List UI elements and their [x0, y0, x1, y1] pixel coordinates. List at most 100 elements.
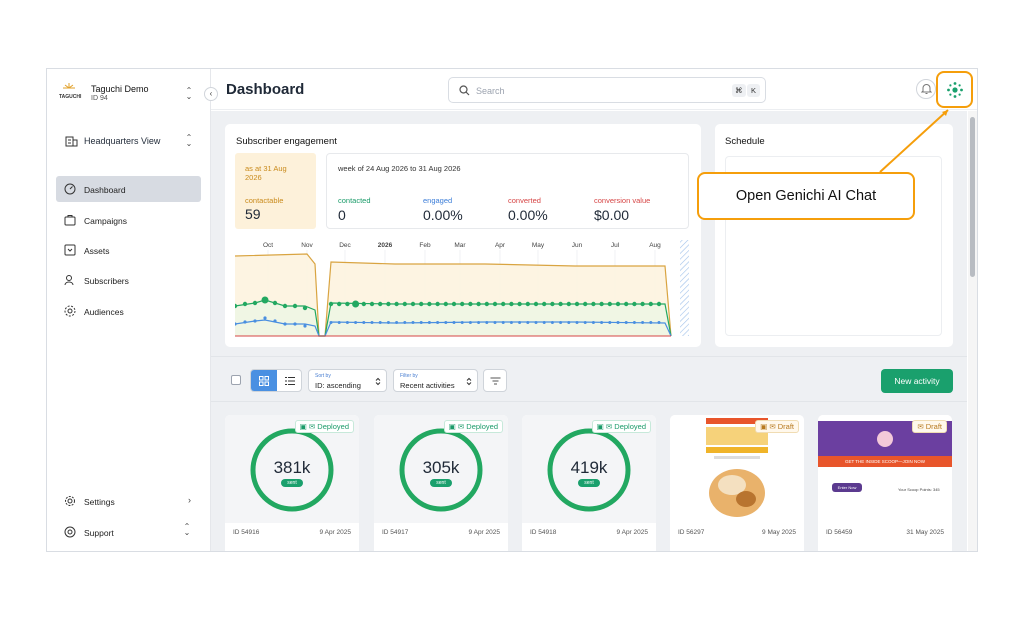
email-preview-image — [818, 421, 952, 492]
status-badge: ▣ ✉ Draft — [755, 420, 799, 433]
gear-icon — [65, 496, 75, 506]
activity-card[interactable]: 305k sent ▣ ✉ Deployed ID 54917 9 Apr 20… — [374, 415, 508, 551]
genichi-ai-chat-button[interactable] — [936, 71, 973, 108]
engaged-point — [243, 320, 247, 324]
week-range: week of 24 Aug 2026 to 31 Aug 2026 — [338, 164, 461, 173]
activity-id: ID 54918 — [530, 529, 557, 536]
engaged-point — [303, 324, 307, 328]
contacted-point — [599, 301, 604, 307]
activity-date: 9 Apr 2025 — [319, 529, 351, 536]
engaged-point — [616, 321, 620, 324]
engaged-point — [518, 321, 522, 324]
activity-card[interactable]: 381k sent ▣ ✉ Deployed ID 54916 9 Apr 20… — [225, 415, 359, 551]
activities-toolbar: Sort by ID: ascending Filter by Recent a… — [211, 356, 967, 402]
contacted-point — [484, 301, 489, 307]
chevron-updown-icon — [466, 377, 472, 386]
activity-card[interactable]: 419k sent ▣ ✉ Deployed ID 54918 9 Apr 20… — [522, 415, 656, 551]
engaged-point — [354, 321, 358, 324]
page-title: Dashboard — [226, 81, 305, 98]
list-view-button[interactable] — [277, 370, 301, 391]
contacted-point — [550, 301, 555, 307]
grid-view-button[interactable] — [251, 370, 277, 391]
activity-card[interactable]: GET THE INSIDE SCOOP—JOIN NOW Enter Now … — [818, 415, 952, 551]
status-badge: ✉ Draft — [912, 420, 947, 433]
engaged-point — [329, 321, 333, 324]
sidebar-item-settings[interactable]: Settings › — [56, 488, 201, 514]
filter-lines-icon — [490, 377, 501, 385]
engaged-point — [600, 321, 604, 324]
new-activity-button[interactable]: New activity — [881, 369, 953, 393]
engaged-point — [370, 321, 374, 324]
weekly-summary: week of 24 Aug 2026 to 31 Aug 2026 conta… — [326, 153, 689, 229]
view-toggle — [250, 369, 302, 392]
contacted-point — [292, 303, 298, 309]
sent-count: 381k — [273, 458, 311, 477]
schedule-panel — [725, 156, 942, 336]
building-icon — [65, 136, 78, 147]
sent-badge: sent — [578, 479, 600, 487]
audiences-icon — [64, 305, 76, 317]
engaged-point — [452, 321, 456, 324]
metric-conversion-value: conversion value $0.00 — [594, 196, 651, 223]
main-scrollbar[interactable] — [968, 111, 977, 551]
contacted-point — [282, 303, 288, 309]
x-tick-label: Feb — [419, 242, 431, 249]
notifications-button[interactable] — [916, 79, 936, 99]
sidebar-item-dashboard[interactable]: Dashboard — [56, 176, 201, 202]
email-points: Your Scoop Points: 345 — [898, 487, 940, 492]
sidebar-item-support[interactable]: Support ⌃ ⌄ — [56, 519, 201, 545]
contacted-point — [583, 301, 588, 307]
engaged-point — [436, 321, 440, 324]
activity-id: ID 56459 — [826, 529, 853, 536]
contacted-point — [352, 300, 360, 308]
advanced-filter-button[interactable] — [483, 369, 507, 392]
engaged-point — [477, 321, 481, 324]
contacted-point — [460, 301, 465, 307]
engaged-point — [283, 322, 287, 326]
campaigns-icon — [64, 215, 76, 226]
engaged-point — [550, 321, 554, 324]
x-tick-label: May — [532, 242, 545, 249]
select-all-checkbox[interactable] — [231, 375, 241, 385]
collapse-sidebar-button[interactable]: ‹ — [204, 87, 218, 101]
engaged-point — [419, 321, 423, 324]
sidebar-item-campaigns[interactable]: Campaigns — [56, 207, 201, 233]
scrollbar-thumb[interactable] — [970, 117, 975, 277]
contacted-point — [624, 301, 629, 307]
chevron-updown-icon: ⌃ ⌄ — [183, 522, 191, 537]
filter-select[interactable]: Filter by Recent activities — [393, 369, 478, 392]
contacted-point — [252, 300, 258, 306]
email-banner-text: GET THE INSIDE SCOOP—JOIN NOW — [844, 459, 926, 464]
app-window: TAGUCHI Taguchi Demo ID 94 ⌃ ⌄ Headquarte… — [46, 68, 978, 552]
engagement-title: Subscriber engagement — [236, 136, 337, 147]
contacted-point — [558, 301, 563, 307]
contacted-point — [656, 301, 662, 307]
sidebar-item-subscribers[interactable]: Subscribers — [56, 267, 201, 293]
view-switcher[interactable]: Headquarters View ⌃ ⌄ — [57, 131, 203, 151]
sidebar-item-audiences[interactable]: Audiences — [56, 298, 201, 324]
contacted-area — [235, 300, 671, 336]
contacted-point — [542, 301, 547, 307]
org-switcher[interactable]: TAGUCHI Taguchi Demo ID 94 ⌃ ⌄ — [57, 81, 203, 107]
engaged-point — [253, 319, 257, 323]
engaged-point — [293, 322, 297, 326]
activity-thumbnail: 381k sent ▣ ✉ Deployed — [225, 415, 359, 523]
genichi-ai-icon — [947, 82, 963, 98]
engaged-point — [641, 321, 645, 324]
search-input[interactable]: Search ⌘ K — [448, 77, 766, 103]
sort-select[interactable]: Sort by ID: ascending — [308, 369, 387, 392]
engagement-chart: Oct Nov Dec 2026 Feb Mar Apr May Jun Jul Aug — [235, 240, 689, 337]
contactable-label: contactable — [245, 196, 284, 205]
x-tick-label: Dec — [339, 242, 351, 249]
list-icon — [285, 377, 295, 385]
sent-count: 305k — [422, 458, 460, 477]
activity-date: 31 May 2025 — [906, 529, 944, 536]
engaged-point — [485, 321, 489, 324]
sent-badge: sent — [430, 479, 452, 487]
activity-card[interactable]: ▣ ✉ Draft ID 56297 9 May 2025 — [670, 415, 804, 551]
sidebar-item-assets[interactable]: Assets — [56, 237, 201, 263]
metric-converted: converted 0.00% — [508, 196, 548, 223]
engaged-point — [460, 321, 464, 324]
engaged-point — [403, 321, 407, 324]
contacted-point — [640, 301, 645, 307]
